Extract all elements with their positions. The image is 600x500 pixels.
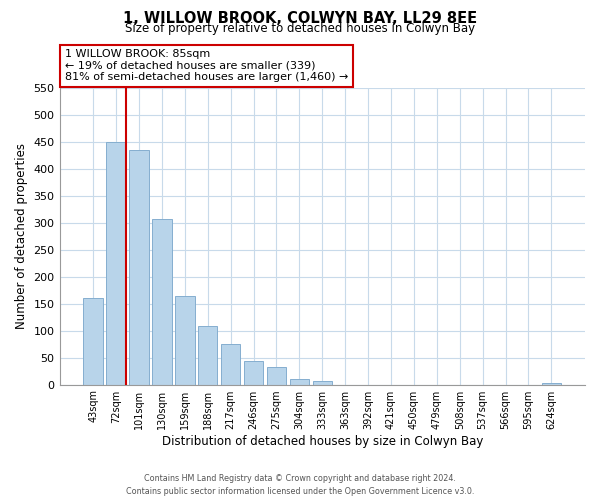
Bar <box>198 326 217 384</box>
Text: Contains HM Land Registry data © Crown copyright and database right 2024.
Contai: Contains HM Land Registry data © Crown c… <box>126 474 474 496</box>
Bar <box>244 362 263 384</box>
Y-axis label: Number of detached properties: Number of detached properties <box>15 144 28 330</box>
Bar <box>83 298 103 384</box>
Bar <box>175 296 194 384</box>
Text: 1, WILLOW BROOK, COLWYN BAY, LL29 8EE: 1, WILLOW BROOK, COLWYN BAY, LL29 8EE <box>123 11 477 26</box>
X-axis label: Distribution of detached houses by size in Colwyn Bay: Distribution of detached houses by size … <box>161 434 483 448</box>
Bar <box>313 381 332 384</box>
Bar <box>106 142 126 384</box>
Bar <box>129 150 149 384</box>
Text: 1 WILLOW BROOK: 85sqm
← 19% of detached houses are smaller (339)
81% of semi-det: 1 WILLOW BROOK: 85sqm ← 19% of detached … <box>65 50 348 82</box>
Text: Size of property relative to detached houses in Colwyn Bay: Size of property relative to detached ho… <box>125 22 475 35</box>
Bar <box>542 383 561 384</box>
Bar <box>221 344 241 385</box>
Bar <box>152 218 172 384</box>
Bar <box>267 367 286 384</box>
Bar <box>290 379 309 384</box>
